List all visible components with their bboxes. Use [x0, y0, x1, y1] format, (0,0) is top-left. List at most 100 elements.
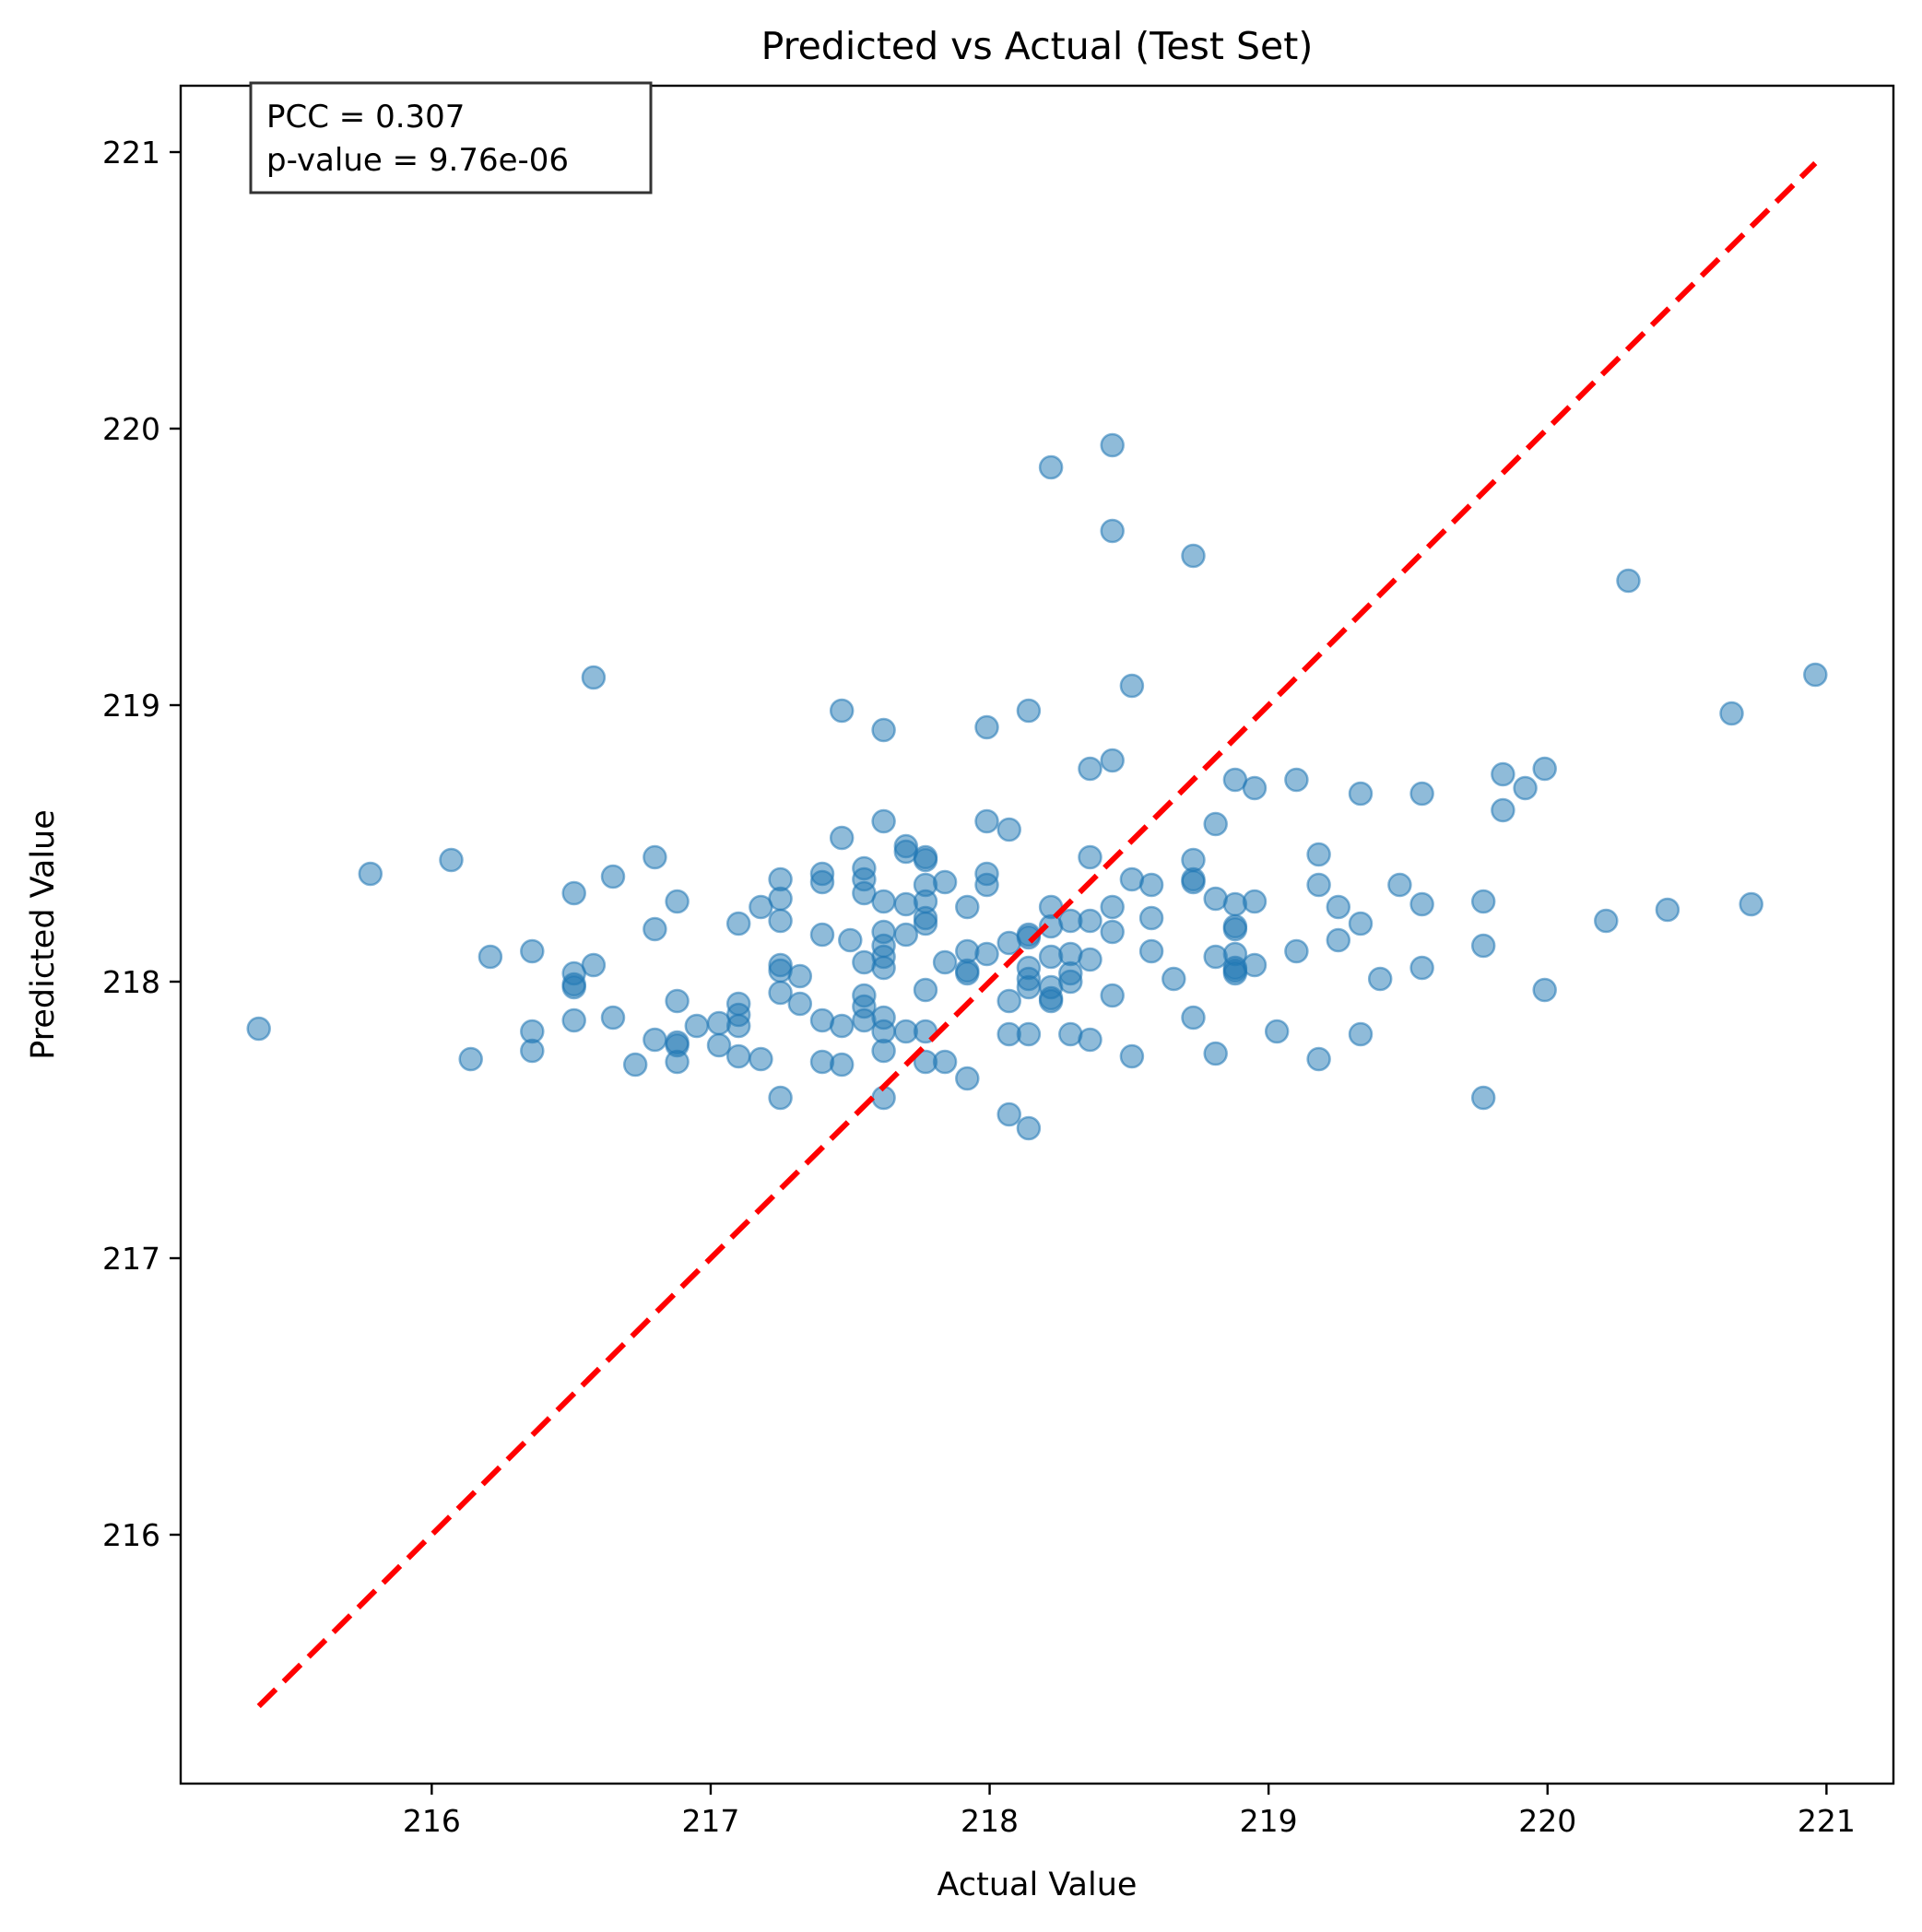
data-point — [1138, 872, 1164, 898]
data-point — [809, 922, 835, 948]
data-point — [725, 1013, 751, 1039]
data-point — [768, 980, 793, 1006]
data-point — [768, 1085, 793, 1111]
stats-annotation-box — [249, 81, 653, 194]
data-point — [725, 1043, 751, 1069]
data-point — [439, 847, 464, 873]
data-point — [955, 1066, 980, 1091]
data-point — [1100, 894, 1125, 920]
data-point — [1138, 938, 1164, 964]
data-point — [1264, 1019, 1290, 1044]
data-point — [1242, 889, 1268, 914]
data-point — [768, 886, 793, 912]
data-point — [1222, 916, 1248, 942]
data-point — [520, 938, 545, 964]
data-point — [871, 808, 896, 834]
data-point — [1470, 933, 1496, 959]
data-point — [561, 1007, 586, 1033]
data-point — [1739, 891, 1763, 917]
data-point — [1326, 927, 1351, 953]
data-point — [829, 825, 855, 851]
data-point — [725, 911, 751, 937]
data-point — [913, 977, 938, 1003]
data-point — [581, 952, 607, 978]
y-tick-label: 220 — [102, 411, 160, 447]
data-point — [1078, 947, 1102, 972]
x-tick-label: 216 — [403, 1803, 461, 1839]
x-tick-label: 218 — [961, 1803, 1019, 1839]
data-point — [871, 889, 896, 914]
data-point — [665, 1049, 690, 1075]
chart-title: Predicted vs Actual (Test Set) — [761, 24, 1314, 68]
plot-area — [179, 84, 1895, 1785]
x-tick-label: 219 — [1240, 1803, 1298, 1839]
data-point — [600, 1005, 626, 1031]
data-point — [1513, 775, 1538, 801]
data-point — [1100, 983, 1125, 1008]
data-point — [1058, 969, 1083, 995]
data-point — [829, 1052, 855, 1078]
data-point — [1016, 1021, 1042, 1047]
data-point — [787, 991, 813, 1017]
data-point — [871, 717, 896, 743]
data-point — [871, 1038, 896, 1064]
data-point — [561, 974, 586, 1000]
data-point — [1119, 673, 1145, 699]
data-point — [1348, 781, 1374, 807]
data-point — [955, 960, 980, 986]
x-axis-label: Actual Value — [937, 1867, 1138, 1903]
data-point — [1306, 1046, 1331, 1072]
data-point — [1326, 894, 1351, 920]
y-tick-label: 216 — [102, 1517, 160, 1553]
data-point — [1016, 925, 1042, 950]
data-point — [913, 911, 938, 937]
data-point — [358, 861, 383, 887]
data-point — [622, 1052, 648, 1078]
data-point — [665, 988, 690, 1014]
data-point — [974, 714, 999, 740]
data-point — [1078, 1027, 1102, 1053]
data-point — [974, 808, 999, 834]
data-point — [1100, 432, 1125, 458]
data-point — [913, 847, 938, 873]
data-point — [1181, 1005, 1206, 1031]
data-point — [1284, 938, 1309, 964]
data-point — [749, 1046, 773, 1072]
data-point — [1616, 568, 1641, 594]
data-point — [478, 944, 503, 970]
data-point — [1078, 908, 1102, 934]
data-point — [643, 1027, 667, 1053]
points-layer — [246, 432, 1828, 1141]
data-point — [871, 955, 896, 981]
data-point — [1409, 955, 1434, 981]
y-tick-label: 219 — [102, 688, 160, 724]
pcc-text: PCC = 0.307 — [266, 99, 465, 135]
data-point — [996, 817, 1021, 842]
data-point — [1242, 775, 1268, 801]
data-point — [1491, 797, 1515, 823]
data-point — [1387, 872, 1412, 898]
data-point — [974, 941, 999, 967]
data-point — [1306, 872, 1331, 898]
x-tick-label: 220 — [1518, 1803, 1576, 1839]
data-point — [809, 869, 835, 895]
data-point — [1284, 767, 1309, 793]
data-point — [1100, 919, 1125, 945]
data-point — [932, 869, 958, 895]
data-point — [1100, 518, 1125, 544]
data-point — [1306, 842, 1331, 867]
data-point — [1038, 454, 1064, 480]
x-tick-label: 217 — [681, 1803, 739, 1839]
data-point — [1532, 756, 1557, 782]
y-axis-label: Predicted Value — [25, 809, 62, 1060]
data-point — [1016, 698, 1042, 724]
data-point — [643, 916, 667, 942]
data-point — [246, 1016, 271, 1042]
plot-frame — [179, 84, 1895, 1785]
data-point — [974, 872, 999, 898]
data-point — [1470, 1085, 1496, 1111]
data-point — [1803, 662, 1828, 688]
data-point — [768, 908, 793, 934]
data-point — [1409, 891, 1434, 917]
